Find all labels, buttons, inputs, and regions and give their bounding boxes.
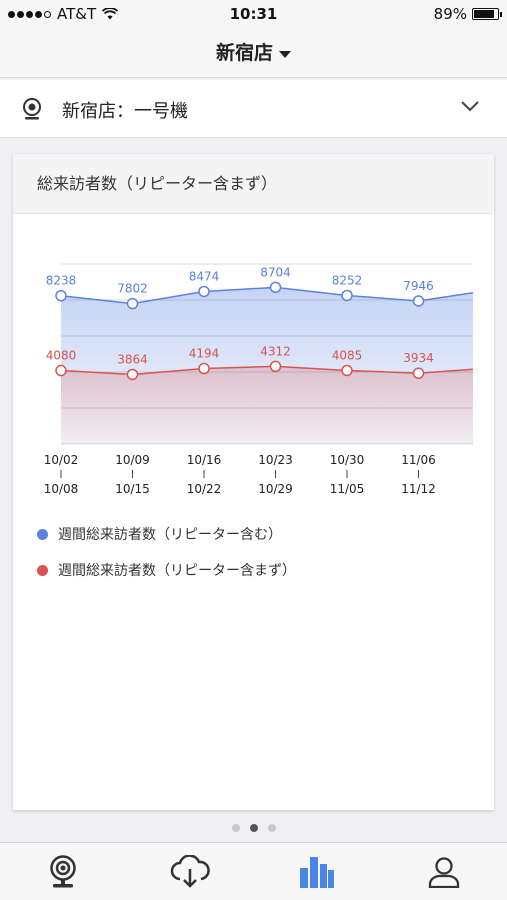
x-tick-label: 10/15 bbox=[115, 482, 150, 496]
page-dot[interactable] bbox=[231, 824, 240, 832]
series-area bbox=[61, 366, 473, 444]
x-tick-label: 11/06 bbox=[401, 453, 436, 467]
data-label: 7946 bbox=[403, 279, 434, 293]
status-bar: AT&T 10:31 89% bbox=[0, 0, 507, 28]
x-tick-label: 11/12 bbox=[401, 482, 436, 496]
page-title: 新宿店 bbox=[215, 42, 273, 64]
x-tick-label: 10/09 bbox=[115, 453, 150, 467]
chart-area: 8238 7802 8474 8704 8252 7946 4080 3864 4194 4312… bbox=[13, 214, 494, 514]
data-point bbox=[198, 285, 210, 298]
card-title: 総来訪者数（リピーター含まず） bbox=[13, 154, 494, 214]
legend-label: 週間総来訪者数（リピーター含まず） bbox=[58, 563, 296, 579]
signal-strength-icon bbox=[8, 10, 51, 18]
x-tick-label: 10/08 bbox=[44, 482, 79, 496]
data-point bbox=[126, 368, 139, 381]
wifi-icon bbox=[102, 8, 119, 20]
data-point bbox=[126, 297, 139, 310]
x-tick-label: 10/30 bbox=[330, 453, 365, 467]
page-dot[interactable] bbox=[267, 824, 276, 832]
data-point bbox=[269, 281, 282, 294]
data-label: 8474 bbox=[189, 269, 220, 283]
tab-account[interactable] bbox=[380, 843, 507, 900]
device-label: 新宿店：一号機 bbox=[62, 101, 188, 122]
page-dot[interactable] bbox=[249, 824, 258, 832]
status-time: 10:31 bbox=[229, 5, 278, 23]
legend-label: 週間総来訪者数（リピーター含む） bbox=[58, 527, 282, 543]
tab-bar bbox=[0, 842, 507, 900]
data-label: 8252 bbox=[332, 273, 363, 287]
data-label: 8704 bbox=[260, 265, 291, 279]
data-point bbox=[269, 360, 282, 373]
x-tick-label: 10/22 bbox=[187, 482, 222, 496]
data-label: 4194 bbox=[189, 347, 220, 361]
data-point bbox=[412, 295, 425, 307]
device-selector[interactable]: 新宿店：一号機 bbox=[0, 80, 507, 138]
data-point bbox=[55, 289, 67, 302]
data-label: 3864 bbox=[117, 352, 148, 366]
legend-item: 週間総来訪者数（リピーター含まず） bbox=[37, 560, 296, 580]
caret-down-icon bbox=[279, 50, 291, 58]
x-tick-label: 10/16 bbox=[187, 453, 222, 467]
data-label: 3934 bbox=[403, 351, 434, 365]
data-label: 4080 bbox=[46, 349, 77, 363]
data-point bbox=[341, 364, 353, 377]
battery-percent: 89% bbox=[433, 5, 467, 23]
x-tick-label: 10/02 bbox=[44, 453, 79, 467]
nav-header: 新宿店 bbox=[0, 28, 507, 78]
page-indicator[interactable] bbox=[0, 824, 507, 832]
data-point bbox=[341, 289, 353, 302]
visitor-chart-card: 総来訪者数（リピーター含まず） 8238 7802 8474 8704 8252 7946… bbox=[13, 154, 494, 810]
carrier-name: AT&T bbox=[57, 5, 97, 23]
chevron-down-icon[interactable] bbox=[461, 100, 479, 112]
legend-dot bbox=[37, 564, 48, 576]
x-tick-label: 10/29 bbox=[258, 482, 293, 496]
store-selector[interactable]: 新宿店 bbox=[216, 28, 291, 78]
tab-camera[interactable] bbox=[0, 843, 127, 900]
legend-item: 週間総来訪者数（リピーター含む） bbox=[37, 524, 296, 544]
legend-dot bbox=[37, 528, 48, 540]
cloud-download-icon bbox=[170, 854, 210, 888]
visitor-chart: 8238 7802 8474 8704 8252 7946 4080 3864 4194 4312… bbox=[44, 263, 474, 496]
data-point bbox=[55, 364, 67, 377]
data-label: 4312 bbox=[260, 344, 291, 358]
x-tick-label: 11/05 bbox=[330, 482, 365, 496]
battery-icon bbox=[472, 8, 502, 20]
data-label: 7802 bbox=[117, 282, 148, 296]
data-label: 4085 bbox=[332, 348, 363, 362]
tab-stats[interactable] bbox=[254, 843, 381, 900]
data-point bbox=[412, 367, 425, 379]
webcam-icon bbox=[23, 98, 41, 120]
x-tick-label: 10/23 bbox=[258, 453, 293, 467]
bar-chart-icon bbox=[299, 856, 334, 888]
user-icon bbox=[428, 856, 459, 888]
webcam-icon bbox=[50, 854, 77, 887]
tab-download[interactable] bbox=[127, 843, 254, 900]
chart-legend: 週間総来訪者数（リピーター含む） 週間総来訪者数（リピーター含まず） bbox=[37, 524, 296, 596]
data-label: 8238 bbox=[46, 274, 77, 288]
data-point bbox=[198, 362, 210, 375]
